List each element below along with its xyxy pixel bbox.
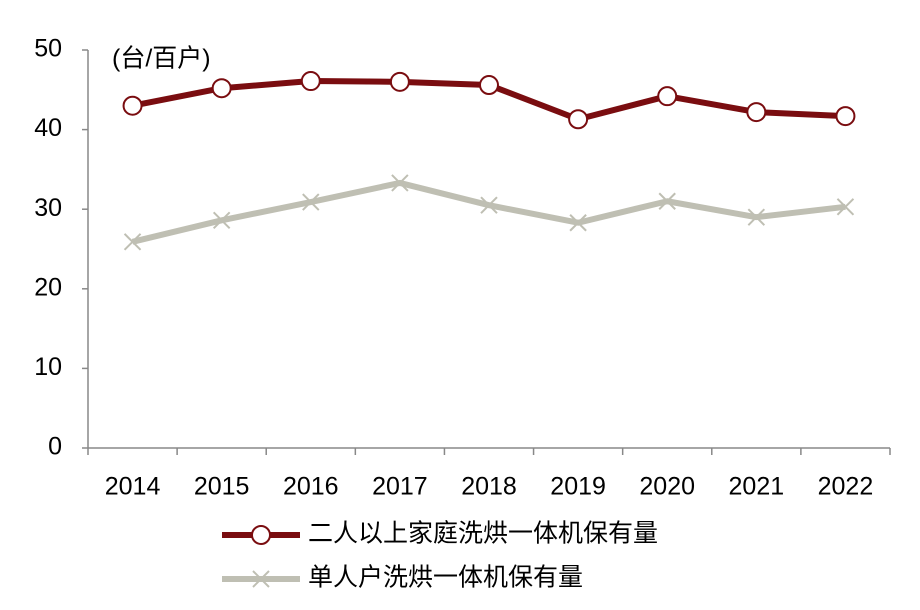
data-point [211, 78, 232, 99]
y-tick-label: 50 [34, 35, 62, 63]
data-point [658, 192, 676, 210]
series-line [131, 179, 846, 245]
x-tick-label: 2015 [194, 473, 250, 501]
data-point [212, 211, 231, 230]
data-point [391, 174, 409, 192]
y-tick-label: 20 [34, 273, 62, 301]
data-point [569, 214, 587, 232]
legend-label: 单人户洗烘一体机保有量 [308, 564, 583, 592]
unit-annotation: (台/百户) [112, 45, 211, 73]
data-point [389, 71, 410, 92]
legend-marker [251, 525, 271, 545]
y-tick-label: 0 [48, 433, 62, 461]
data-point [836, 198, 855, 216]
data-point [480, 196, 498, 214]
legend-marker [252, 570, 270, 588]
data-point [302, 193, 320, 211]
x-tick-label: 2016 [283, 473, 339, 501]
data-point [746, 102, 767, 123]
x-tick-label: 2017 [372, 473, 428, 501]
data-point [123, 233, 142, 251]
data-point [479, 75, 499, 96]
y-tick-label: 30 [34, 194, 62, 222]
x-tick-label: 2019 [550, 473, 606, 501]
y-tick-label: 10 [34, 353, 62, 381]
x-tick-label: 2020 [639, 473, 695, 501]
x-tick-label: 2018 [461, 473, 517, 501]
data-point [657, 86, 678, 107]
data-point [300, 71, 321, 92]
legend-label: 二人以上家庭洗烘一体机保有量 [308, 520, 658, 548]
x-tick-label: 2021 [729, 473, 785, 501]
y-tick-label: 40 [34, 114, 62, 142]
data-point [747, 208, 766, 226]
data-point [568, 109, 589, 130]
x-tick-label: 2022 [818, 473, 874, 501]
x-tick-label: 2014 [105, 473, 161, 501]
data-point [835, 106, 856, 127]
data-point [122, 95, 143, 116]
